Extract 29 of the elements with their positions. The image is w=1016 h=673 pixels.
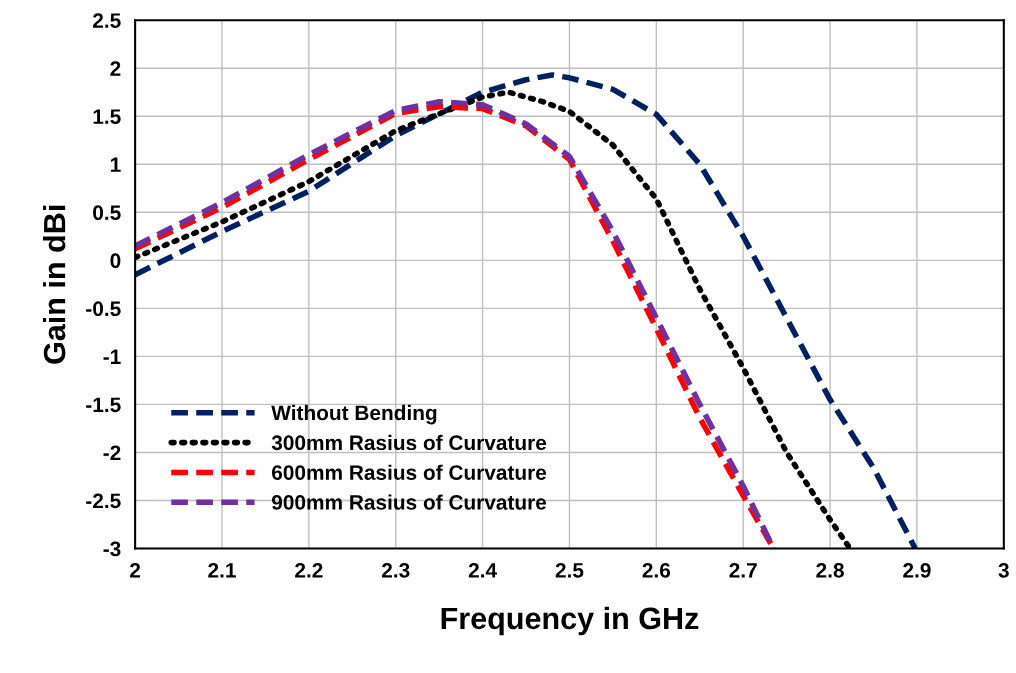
y-tick-label: -2 [103,445,121,460]
x-tick-label: 2.8 [816,562,844,578]
y-tick-label: 1.5 [93,109,121,124]
y-tick-label: -2.5 [86,493,121,509]
y-axis-title: Gain in dBi [42,205,66,364]
y-tick-label: 1 [110,157,121,172]
x-tick-label: 2.5 [555,562,584,578]
y-tick-label: 0.5 [93,205,121,221]
y-tick-label: 0 [110,253,121,269]
x-tick-label: 2.7 [729,562,757,578]
y-tick-label: -1 [103,349,121,364]
x-tick-label: 2.6 [642,562,671,578]
y-tick-label: -0.5 [86,301,121,317]
x-tick-label: 2.3 [381,562,410,578]
legend-label: 300mm Rasius of Curvature [271,434,547,451]
x-tick-label: 2 [130,562,141,578]
y-tick-label: -1.5 [86,397,121,413]
x-tick-label: 2.1 [208,562,236,578]
x-tick-label: 3 [998,562,1009,578]
y-tick-label: 2.5 [93,13,121,28]
y-tick-label: 2 [110,61,121,76]
x-axis-title: Frequency in GHz [441,606,699,636]
x-tick-label: 2.4 [468,562,497,578]
legend-label: Without Bending [271,404,437,425]
x-tick-label: 2.9 [903,562,931,578]
legend-label: 900mm Rasius of Curvature [271,494,547,510]
x-tick-label: 2.2 [295,562,323,578]
y-tick-label: -3 [103,541,121,557]
legend-label: 600mm Rasius of Curvature [272,464,547,480]
